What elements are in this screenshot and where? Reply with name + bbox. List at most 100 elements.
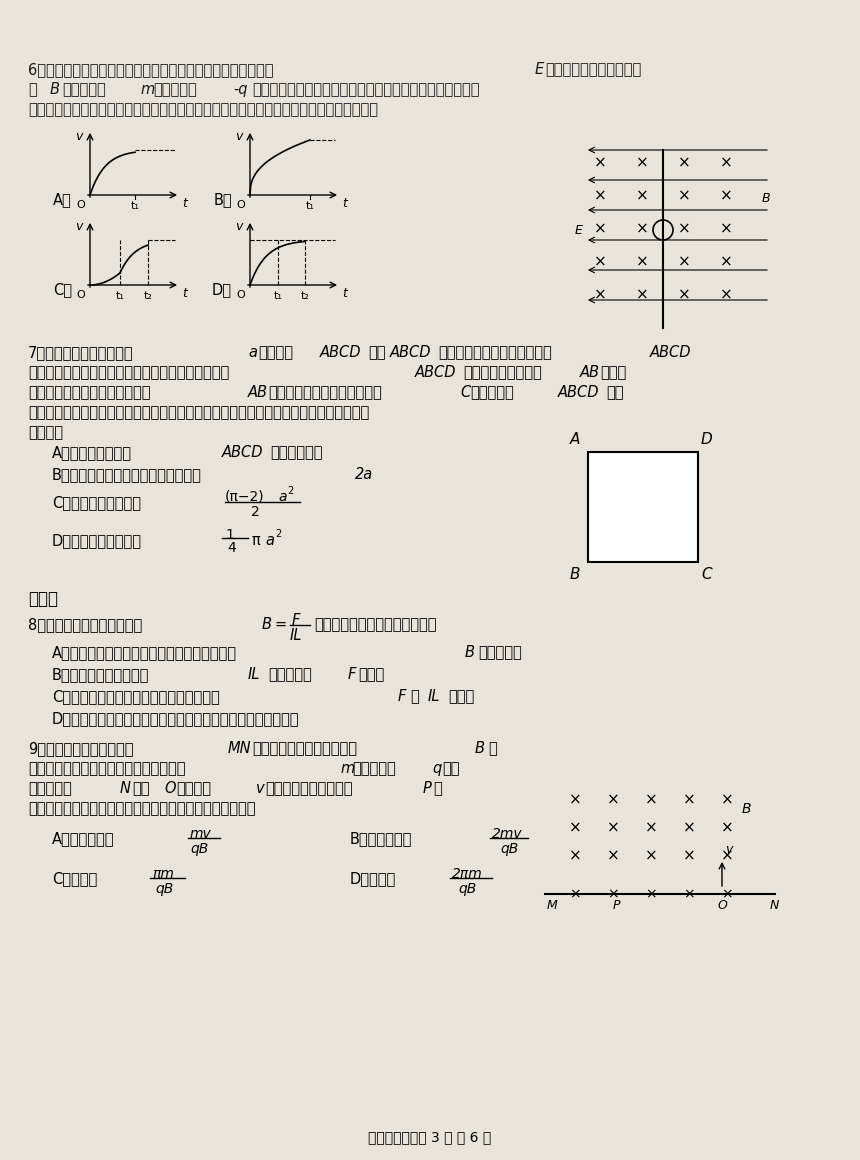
Text: 上的: 上的 xyxy=(132,781,150,796)
Text: 边上的任意点入射，都只能从: 边上的任意点入射，都只能从 xyxy=(268,385,382,400)
Text: B: B xyxy=(50,82,60,97)
Text: ×: × xyxy=(636,254,648,269)
Text: ×: × xyxy=(636,188,648,203)
Text: ，在: ，在 xyxy=(368,345,385,360)
Text: 。一质量为: 。一质量为 xyxy=(62,82,106,97)
Text: t: t xyxy=(182,197,187,210)
Text: 一定等于零: 一定等于零 xyxy=(478,645,522,660)
Text: P: P xyxy=(613,899,621,912)
Text: v: v xyxy=(256,781,265,796)
Text: ×: × xyxy=(636,222,648,237)
Text: 方向垂直纸面向里的匀强磁场。一质量为: 方向垂直纸面向里的匀强磁场。一质量为 xyxy=(28,761,186,776)
Text: 所在平面、且垂直于: 所在平面、且垂直于 xyxy=(463,365,542,380)
Text: ×: × xyxy=(678,155,691,171)
Text: ×: × xyxy=(720,188,733,203)
Text: B．电子在磁场中做圆周运动的半径为: B．电子在磁场中做圆周运动的半径为 xyxy=(52,467,202,483)
Text: A．轨道半径为: A．轨道半径为 xyxy=(52,831,114,846)
Text: 竖直向上射入磁场，由: 竖直向上射入磁场，由 xyxy=(265,781,353,796)
Text: O: O xyxy=(77,290,85,300)
Text: ×: × xyxy=(645,848,657,863)
Text: v: v xyxy=(75,220,82,233)
Text: ×: × xyxy=(683,848,696,863)
Text: t: t xyxy=(182,287,187,300)
Text: ×: × xyxy=(722,887,733,901)
Text: v: v xyxy=(725,843,733,856)
Text: v: v xyxy=(235,220,242,233)
Text: 该正方形区域，已知该束电子从: 该正方形区域，已知该束电子从 xyxy=(28,385,150,400)
Text: qB: qB xyxy=(155,882,173,896)
Text: 、: 、 xyxy=(488,741,497,756)
Text: D．时间为: D．时间为 xyxy=(350,871,396,886)
Text: v: v xyxy=(75,130,82,143)
Text: ×: × xyxy=(636,288,648,303)
Text: ×: × xyxy=(568,820,581,835)
Text: ×: × xyxy=(683,820,696,835)
Text: ，下列说法不正确的是（　　）: ，下列说法不正确的是（ ） xyxy=(314,617,437,632)
Text: O: O xyxy=(77,200,85,210)
Text: A．磁场方向垂直于: A．磁场方向垂直于 xyxy=(52,445,132,461)
Text: O: O xyxy=(237,290,245,300)
Text: M: M xyxy=(547,899,558,912)
Text: A．: A． xyxy=(53,193,72,206)
Text: ×: × xyxy=(645,792,657,807)
Text: ×: × xyxy=(720,254,733,269)
Text: t: t xyxy=(342,287,347,300)
Text: B．磁感应强度的大小与: B．磁感应强度的大小与 xyxy=(52,667,150,682)
Text: O: O xyxy=(717,899,727,912)
Text: ×: × xyxy=(683,792,696,807)
Text: 点以速度: 点以速度 xyxy=(176,781,211,796)
Text: 成正比: 成正比 xyxy=(358,667,384,682)
Text: q: q xyxy=(432,761,441,776)
Text: ×: × xyxy=(568,848,581,863)
Text: （　　）: （ ） xyxy=(28,425,63,440)
Text: 与: 与 xyxy=(410,689,419,704)
Text: ×: × xyxy=(678,254,691,269)
Text: mv: mv xyxy=(190,827,212,841)
Text: B．: B． xyxy=(213,193,232,206)
Text: N: N xyxy=(120,781,131,796)
Text: ×: × xyxy=(721,820,734,835)
Text: 多选题: 多选题 xyxy=(28,590,58,608)
Text: 的正方形: 的正方形 xyxy=(258,345,293,360)
Text: ×: × xyxy=(606,820,619,835)
Text: N: N xyxy=(770,899,779,912)
Text: a: a xyxy=(265,532,274,548)
Text: B: B xyxy=(475,741,485,756)
Text: ×: × xyxy=(678,288,691,303)
Text: C．磁场的最小面积为: C．磁场的最小面积为 xyxy=(52,495,141,510)
Text: B: B xyxy=(569,567,580,582)
Text: B: B xyxy=(262,617,272,632)
Text: 的粒: 的粒 xyxy=(442,761,459,776)
Text: F: F xyxy=(292,612,300,628)
Text: A: A xyxy=(569,432,580,447)
Bar xyxy=(588,452,698,561)
Text: C: C xyxy=(701,567,711,582)
Text: D．: D． xyxy=(212,282,232,297)
Text: 点沿正方形: 点沿正方形 xyxy=(470,385,513,400)
Text: MN: MN xyxy=(228,741,252,756)
Text: C．磁感应强度就是通电导线所受的磁场力: C．磁感应强度就是通电导线所受的磁场力 xyxy=(52,689,220,704)
Text: D: D xyxy=(701,432,713,447)
Text: ×: × xyxy=(568,792,581,807)
Text: ×: × xyxy=(645,820,657,835)
Text: ×: × xyxy=(721,792,734,807)
Text: t₁: t₁ xyxy=(305,201,315,211)
Text: IL: IL xyxy=(248,667,261,682)
Text: E: E xyxy=(535,61,544,77)
Text: A．通电导线在磁场中受力为零，则磁感应强度: A．通电导线在磁场中受力为零，则磁感应强度 xyxy=(52,645,237,660)
Text: 9．如图所示，在水平直线: 9．如图所示，在水平直线 xyxy=(28,741,133,756)
Text: 成反比，与: 成反比，与 xyxy=(268,667,311,682)
Text: t₂: t₂ xyxy=(144,291,152,300)
Text: ×: × xyxy=(721,848,734,863)
Text: ×: × xyxy=(720,155,733,171)
Text: ABCD: ABCD xyxy=(415,365,457,380)
Text: 2: 2 xyxy=(287,486,293,496)
Text: ABCD: ABCD xyxy=(558,385,599,400)
Text: ×: × xyxy=(720,222,733,237)
Text: 点: 点 xyxy=(433,781,442,796)
Text: ×: × xyxy=(720,288,733,303)
Text: AB: AB xyxy=(580,365,600,380)
Text: 2mv: 2mv xyxy=(492,827,523,841)
Text: 所在平面的匀强磁场，一束电子以某一速度沿正方形: 所在平面的匀强磁场，一束电子以某一速度沿正方形 xyxy=(28,365,230,380)
Text: a: a xyxy=(248,345,257,360)
